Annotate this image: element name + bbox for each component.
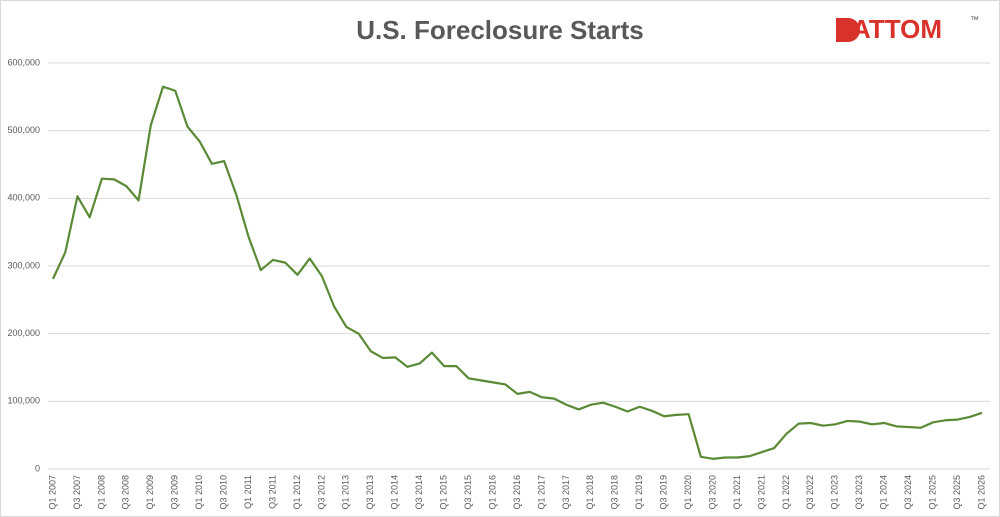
- x-tick-label: Q3 2022: [805, 475, 815, 510]
- x-tick-label: Q3 2021: [756, 475, 766, 510]
- logo: ATTOM ™: [836, 14, 979, 44]
- x-tick-label: Q1 2018: [585, 475, 595, 510]
- x-tick-label: Q3 2025: [952, 475, 962, 510]
- x-tick-label: Q1 2011: [243, 475, 253, 509]
- x-tick-label: Q1 2021: [732, 475, 742, 510]
- x-tick-label: Q1 2023: [830, 475, 840, 510]
- x-tick-label: Q3 2015: [463, 475, 473, 510]
- x-tick-label: Q3 2011: [267, 475, 277, 509]
- y-tick-label: 400,000: [7, 193, 40, 203]
- y-tick-label: 500,000: [7, 125, 40, 135]
- logo-trademark: ™: [970, 14, 979, 24]
- x-tick-label: Q1 2014: [390, 475, 400, 510]
- x-tick-label: Q3 2020: [707, 475, 717, 510]
- x-tick-label: Q1 2007: [47, 475, 57, 510]
- x-tick-label: Q1 2016: [487, 475, 497, 510]
- x-tick-label: Q1 2019: [634, 475, 644, 510]
- y-tick-label: 200,000: [7, 328, 40, 338]
- data-line: [52, 85, 983, 460]
- chart-title: U.S. Foreclosure Starts: [356, 15, 644, 45]
- x-tick-label: Q1 2020: [683, 475, 693, 510]
- logo-icon: [836, 18, 860, 42]
- x-tick-label: Q1 2008: [96, 475, 106, 510]
- x-tick-label: Q1 2009: [145, 475, 155, 510]
- logo-text: ATTOM: [852, 14, 942, 44]
- x-tick-label: Q1 2017: [536, 475, 546, 510]
- x-tick-label: Q3 2019: [659, 475, 669, 510]
- x-tick-label: Q3 2016: [512, 475, 522, 510]
- x-tick-label: Q1 2010: [194, 475, 204, 510]
- x-tick-label: Q1 2025: [927, 475, 937, 510]
- x-tick-label: Q1 2013: [341, 475, 351, 510]
- x-tick-label: Q1 2015: [439, 475, 449, 510]
- y-tick-label: 0: [35, 463, 40, 473]
- y-tick-label: 300,000: [7, 260, 40, 270]
- x-tick-label: Q3 2007: [72, 475, 82, 510]
- x-tick-label: Q3 2010: [219, 475, 229, 510]
- x-tick-label: Q3 2014: [414, 475, 424, 510]
- x-tick-label: Q1 2026: [976, 475, 986, 510]
- x-tick-label: Q3 2017: [561, 475, 571, 510]
- x-tick-label: Q3 2018: [610, 475, 620, 510]
- x-tick-label: Q3 2012: [316, 475, 326, 510]
- x-tick-label: Q1 2012: [292, 475, 302, 510]
- x-tick-label: Q3 2013: [365, 475, 375, 510]
- x-tick-label: Q3 2024: [903, 475, 913, 510]
- x-tick-label: Q1 2024: [879, 475, 889, 510]
- y-tick-label: 600,000: [7, 57, 40, 67]
- y-tick-label: 100,000: [7, 396, 40, 406]
- x-tick-label: Q3 2023: [854, 475, 864, 510]
- x-tick-label: Q3 2009: [170, 475, 180, 510]
- x-tick-label: Q3 2008: [121, 475, 131, 510]
- x-tick-label: Q1 2022: [781, 475, 791, 510]
